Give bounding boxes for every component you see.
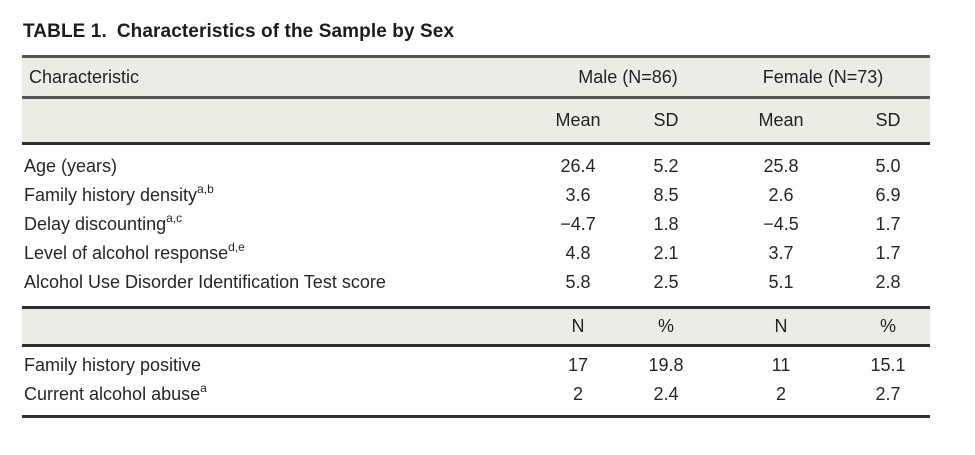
row-label: Family history densitya,b bbox=[24, 182, 214, 205]
row-label: Alcohol Use Disorder Identification Test… bbox=[24, 272, 386, 292]
column-header-n-male: N bbox=[571, 316, 585, 336]
cell-value: 2.4 bbox=[653, 384, 679, 404]
table-row: Family history densitya,b 3.6 8.5 2.6 6.… bbox=[22, 181, 930, 210]
footnote-marker: a,b bbox=[197, 182, 214, 196]
empty-cell bbox=[22, 308, 540, 346]
empty-cell bbox=[22, 98, 540, 144]
cell-value: 2 bbox=[776, 384, 787, 404]
column-header-male: Male (N=86) bbox=[578, 66, 678, 87]
table-row: N % N % bbox=[22, 308, 930, 346]
cell-value: 5.2 bbox=[653, 156, 679, 176]
cell-value: 3.6 bbox=[565, 185, 591, 205]
table-row: Characteristic Male (N=86) Female (N=73) bbox=[22, 57, 930, 98]
table-number: TABLE 1. bbox=[23, 21, 107, 42]
row-label: Family history positive bbox=[24, 355, 202, 375]
cell-value: 1.7 bbox=[875, 243, 901, 263]
cell-value: 15.1 bbox=[870, 355, 906, 375]
row-label: Age (years) bbox=[24, 156, 118, 176]
table-title: TABLE 1. Characteristics of the Sample by… bbox=[23, 21, 975, 43]
cell-value: 5.0 bbox=[875, 156, 901, 176]
table-header-mean-sd-row: Mean SD Mean SD bbox=[22, 97, 931, 144]
column-header-mean-male: Mean bbox=[555, 110, 601, 130]
cell-value: 25.8 bbox=[763, 156, 799, 176]
cell-value: 2 bbox=[572, 384, 583, 404]
table-row: Age (years) 26.4 5.2 25.8 5.0 bbox=[22, 144, 930, 182]
cell-value: 2.5 bbox=[653, 272, 679, 292]
cell-value: 3.7 bbox=[768, 243, 794, 263]
column-header-sd-male: SD bbox=[653, 110, 679, 130]
column-header-sd-female: SD bbox=[875, 110, 901, 130]
mean-sd-section: Age (years) 26.4 5.2 25.8 5.0 Family his… bbox=[22, 144, 930, 308]
table-row: Level of alcohol responsed,e 4.8 2.1 3.7… bbox=[22, 239, 930, 268]
cell-value: 1.8 bbox=[653, 214, 679, 234]
cell-value: 11 bbox=[771, 355, 791, 375]
table-row: Family history positive 17 19.8 11 15.1 bbox=[22, 346, 930, 381]
cell-value: 6.9 bbox=[875, 185, 901, 205]
document-page: TABLE 1. Characteristics of the Sample by… bbox=[0, 21, 975, 455]
cell-value: 5.8 bbox=[565, 272, 591, 292]
row-label: Current alcohol abusea bbox=[24, 381, 207, 404]
table-caption: Characteristics of the Sample by Sex bbox=[116, 21, 455, 42]
footnote-marker: a bbox=[200, 381, 207, 395]
table-row: Delay discountinga,c −4.7 1.8 −4.5 1.7 bbox=[22, 210, 930, 239]
n-pct-section: Family history positive 17 19.8 11 15.1 … bbox=[22, 346, 931, 417]
column-header-female: Female (N=73) bbox=[762, 66, 884, 87]
table-row: Current alcohol abusea 2 2.4 2 2.7 bbox=[22, 380, 930, 417]
cell-value: 2.8 bbox=[875, 272, 901, 292]
footnote-marker: d,e bbox=[228, 240, 245, 254]
cell-value: 4.8 bbox=[565, 243, 591, 263]
cell-value: 26.4 bbox=[560, 156, 596, 176]
table-row: Alcohol Use Disorder Identification Test… bbox=[22, 268, 930, 308]
characteristics-table: Characteristic Male (N=86) Female (N=73)… bbox=[22, 55, 931, 418]
cell-value: 19.8 bbox=[648, 355, 684, 375]
column-header-characteristic: Characteristic bbox=[29, 66, 140, 87]
cell-value: 2.7 bbox=[875, 384, 901, 404]
row-label: Delay discountinga,c bbox=[24, 211, 183, 234]
column-header-pct-female: % bbox=[880, 316, 897, 336]
table-header-n-pct-row: N % N % bbox=[22, 307, 931, 346]
table-header-group-row: Characteristic Male (N=86) Female (N=73) bbox=[22, 56, 931, 98]
cell-value: 8.5 bbox=[653, 185, 679, 205]
cell-value: 1.7 bbox=[875, 214, 901, 234]
row-label: Level of alcohol responsed,e bbox=[24, 240, 245, 263]
cell-value: 2.6 bbox=[768, 185, 794, 205]
cell-value: 5.1 bbox=[768, 272, 794, 292]
column-header-mean-female: Mean bbox=[758, 110, 804, 130]
column-header-pct-male: % bbox=[658, 316, 675, 336]
column-header-n-female: N bbox=[774, 316, 788, 336]
cell-value: 17 bbox=[567, 355, 589, 375]
footnote-marker: a,c bbox=[166, 211, 183, 225]
cell-value: −4.5 bbox=[763, 214, 799, 234]
cell-value: −4.7 bbox=[560, 214, 596, 234]
table-row: Mean SD Mean SD bbox=[22, 98, 930, 144]
cell-value: 2.1 bbox=[653, 243, 679, 263]
